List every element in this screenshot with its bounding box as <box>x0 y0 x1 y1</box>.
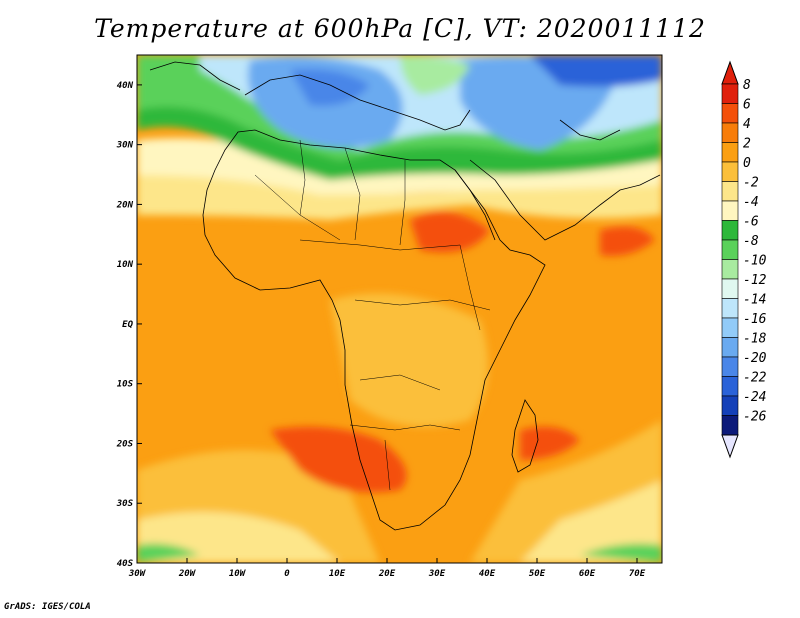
lon-tick-label: 40E <box>479 569 496 579</box>
lon-tick-label: 0 <box>284 569 290 579</box>
field-hot-east <box>410 212 490 253</box>
colorbar-segment-11 <box>721 298 739 319</box>
colorbar-level-label: -2 <box>743 176 759 191</box>
coastlines <box>149 61 661 531</box>
colorbar-level-label: -6 <box>743 215 759 230</box>
lon-tick-label: 30W <box>128 569 147 579</box>
colorbar-segment-15 <box>721 376 739 397</box>
colorbar-level-label: 8 <box>743 78 751 93</box>
colorbar-bottom-arrow <box>721 434 739 459</box>
border-central-2 <box>354 299 491 311</box>
mediterranean-coastline <box>244 74 471 131</box>
colorbar-level-label: -18 <box>743 332 767 347</box>
lat-tick-label: 20N <box>116 200 134 210</box>
iberia-coastline <box>149 61 241 91</box>
colorbar-level-label: -24 <box>743 390 766 405</box>
lon-tick-label: 70E <box>629 569 646 579</box>
colorbar-segment-8 <box>721 239 739 260</box>
field-hot-mada <box>520 426 580 460</box>
lat-tick-label: EQ <box>122 320 133 330</box>
temperature-field <box>137 55 662 563</box>
border-south-1 <box>349 424 461 431</box>
colorbar-segment-16 <box>721 395 739 416</box>
border-sahara-4 <box>399 160 406 246</box>
grads-credit: GrADS: IGES/COLA <box>4 602 91 612</box>
colorbar-segment-6 <box>721 200 739 221</box>
colorbar-level-label: -26 <box>743 410 767 425</box>
colorbar-level-label: 0 <box>743 156 751 171</box>
border-central-3 <box>359 374 441 391</box>
colorbar-level-label: -10 <box>743 254 767 269</box>
lon-tick-label: 20W <box>178 569 197 579</box>
madagascar-coastline <box>511 399 539 473</box>
lat-tick-label: 20S <box>116 439 134 449</box>
lat-tick-label: 40S <box>117 559 134 569</box>
colorbar-segment-13 <box>721 337 739 358</box>
colorbar-level-label: -12 <box>743 273 767 288</box>
field-central-light <box>330 293 488 427</box>
colorbar-segment-4 <box>721 161 739 182</box>
field-southeast-green <box>580 543 662 563</box>
colorbar-segment-9 <box>721 259 739 280</box>
colorbar-level-label: 6 <box>743 98 751 113</box>
border-sahara-3 <box>344 147 361 241</box>
border-central-1 <box>299 239 461 251</box>
colorbar-segment-14 <box>721 356 739 377</box>
lon-tick-label: 10E <box>329 569 346 579</box>
latitude-axis: 40N 30N 20N 10N EQ 10S 20S 30S 40S <box>116 81 142 569</box>
colorbar-segment-17 <box>721 415 739 436</box>
field-blue-deep-east <box>530 55 662 87</box>
lon-tick-label: 20E <box>378 569 396 579</box>
colorbar-level-label: -14 <box>743 293 766 308</box>
colorbar-level-label: 2 <box>743 137 751 152</box>
red-sea-coastline <box>454 169 496 241</box>
colorbar-level-label: -22 <box>743 371 767 386</box>
map-title: Temperature at 600hPa [C], VT: 202001111… <box>94 14 706 43</box>
colorbar-segment-1 <box>721 103 739 124</box>
colorbar-level-label: 4 <box>743 117 751 132</box>
lat-tick-label: 30S <box>116 499 134 509</box>
lat-tick-label: 10S <box>117 380 134 390</box>
border-sahara-2 <box>299 139 306 216</box>
colorbar-segment-0 <box>721 83 739 104</box>
lon-tick-label: 50E <box>529 569 546 579</box>
arabia-coastline <box>469 159 661 241</box>
field-green-central <box>400 55 470 95</box>
africa-coastline <box>202 129 546 531</box>
colorbar-level-label: -8 <box>743 234 759 249</box>
longitude-axis: 30W 20W 10W 0 10E 20E 30E 40E 50E 60E 70E <box>128 558 646 579</box>
lat-tick-label: 30N <box>116 141 134 151</box>
colorbar-segment-3 <box>721 142 739 163</box>
persian-gulf-coastline <box>559 119 621 141</box>
colorbar-segment-5 <box>721 181 739 202</box>
colorbar-segment-10 <box>721 278 739 299</box>
border-south-2 <box>384 439 391 491</box>
field-hot-south <box>270 426 407 493</box>
colorbar-top-arrow <box>721 60 739 85</box>
field-hot-arabian <box>600 226 655 256</box>
lat-tick-label: 10N <box>117 260 134 270</box>
lon-tick-label: 30E <box>428 569 446 579</box>
country-borders <box>254 139 491 491</box>
field-south-green <box>137 543 200 563</box>
colorbar-segment-12 <box>721 317 739 338</box>
colorbar-segment-7 <box>721 220 739 241</box>
colorbar: 8 6 4 2 0 -2 -4 -6 -8 -10 -12 -14 -16 -18 -20 -22 -24 -26 <box>721 60 767 459</box>
lon-tick-label: 10W <box>229 569 247 579</box>
field-southeast-yellow <box>520 480 662 563</box>
colorbar-level-label: -16 <box>743 312 767 327</box>
colorbar-level-label: -4 <box>743 195 759 210</box>
plot-frame <box>136 54 663 564</box>
colorbar-segment-2 <box>721 122 739 143</box>
colorbar-level-label: -20 <box>743 351 767 366</box>
lat-tick-label: 40N <box>117 81 134 91</box>
border-east-1 <box>459 244 481 331</box>
lon-tick-label: 60E <box>579 569 596 579</box>
